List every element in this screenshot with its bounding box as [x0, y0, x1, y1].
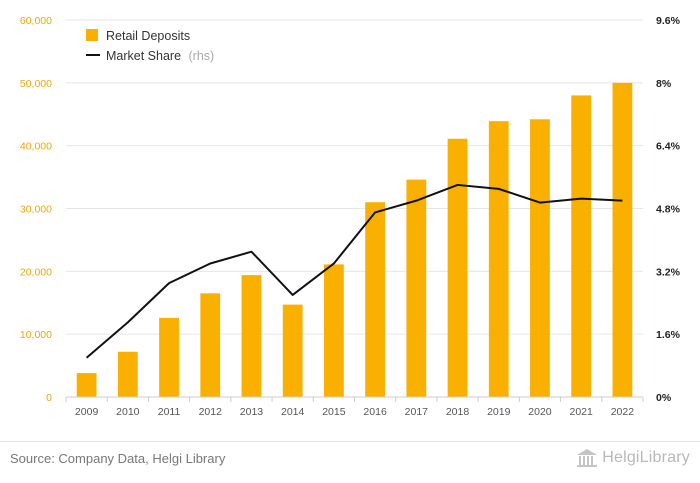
x-axis-ticks: 2009 2010 2011 2012 2013 2014 2015 2016 2017 2018…: [65, 397, 644, 418]
bar-retail-deposits: [447, 138, 468, 397]
bar-series: [76, 82, 633, 398]
bar-retail-deposits: [530, 119, 550, 397]
right-axis-ticks: 0% 1.6% 3.2% 4.8% 6.4% 8% 9.6%: [656, 15, 681, 404]
x-tick-label: 2017: [405, 406, 429, 418]
legend-label-retail-deposits: Retail Deposits: [106, 29, 190, 43]
x-tick-label: 2019: [487, 406, 511, 418]
x-tick-label: 2016: [363, 406, 387, 418]
right-tick-label: 1.6%: [656, 329, 681, 341]
x-tick-label: 2015: [322, 406, 346, 418]
x-tick-label: 2013: [240, 406, 264, 418]
x-tick-label: 2009: [75, 406, 99, 418]
left-tick-label: 50,000: [20, 78, 52, 90]
bar-retail-deposits: [488, 121, 509, 397]
bar-retail-deposits: [571, 95, 592, 398]
logo-text: HelgiLibrary: [602, 449, 690, 466]
right-tick-label: 3.2%: [656, 266, 681, 278]
x-tick-label: 2010: [116, 406, 140, 418]
bar-retail-deposits: [200, 293, 221, 397]
x-tick-label: 2022: [611, 406, 635, 418]
legend-label-market-share: Market Share (rhs): [106, 49, 214, 63]
right-tick-label: 0%: [656, 392, 672, 404]
legend-label-market-share-suffix: (rhs): [189, 49, 215, 63]
source-note: Source: Company Data, Helgi Library: [10, 451, 226, 466]
x-tick-label: 2014: [281, 406, 305, 418]
left-axis-ticks: 0 10,000 20,000 30,000 40,000 50,000 60,000: [20, 15, 52, 404]
bar-retail-deposits: [159, 317, 179, 397]
left-tick-label: 40,000: [20, 141, 52, 153]
bar-retail-deposits: [117, 351, 138, 397]
bar-retail-deposits: [406, 179, 427, 397]
bar-retail-deposits: [324, 264, 344, 397]
legend-swatch-retail-deposits: [86, 29, 98, 41]
left-tick-label: 10,000: [20, 329, 52, 341]
left-tick-label: 60,000: [20, 15, 52, 27]
helgi-library-logo: HelgiLibrary: [576, 448, 690, 468]
library-building-icon: [577, 449, 598, 467]
right-tick-label: 8%: [656, 78, 672, 90]
x-tick-label: 2020: [528, 406, 552, 418]
bar-retail-deposits: [282, 304, 303, 397]
x-tick-label: 2018: [446, 406, 470, 418]
line-series: [85, 183, 623, 359]
bar-retail-deposits: [612, 82, 633, 397]
left-tick-label: 20,000: [20, 266, 52, 278]
chart: 0 10,000 20,000 30,000 40,000 50,000 60,000 0%…: [20, 15, 681, 418]
bar-retail-deposits: [365, 202, 385, 397]
line-market-share: [85, 183, 623, 359]
bar-retail-deposits: [76, 373, 97, 397]
x-tick-label: 2011: [158, 406, 181, 418]
legend-label-market-share-name: Market Share: [106, 49, 181, 63]
left-tick-label: 0: [46, 392, 52, 404]
right-tick-label: 6.4%: [656, 141, 681, 153]
right-tick-label: 4.8%: [656, 204, 681, 216]
left-tick-label: 30,000: [20, 204, 52, 216]
legend: Retail Deposits Market Share (rhs): [86, 29, 214, 63]
bar-retail-deposits: [241, 275, 262, 397]
footer-divider: [0, 441, 700, 442]
right-tick-label: 9.6%: [656, 15, 681, 27]
x-tick-label: 2012: [199, 406, 223, 418]
x-tick-label: 2021: [569, 406, 593, 418]
gridlines: [66, 19, 643, 335]
